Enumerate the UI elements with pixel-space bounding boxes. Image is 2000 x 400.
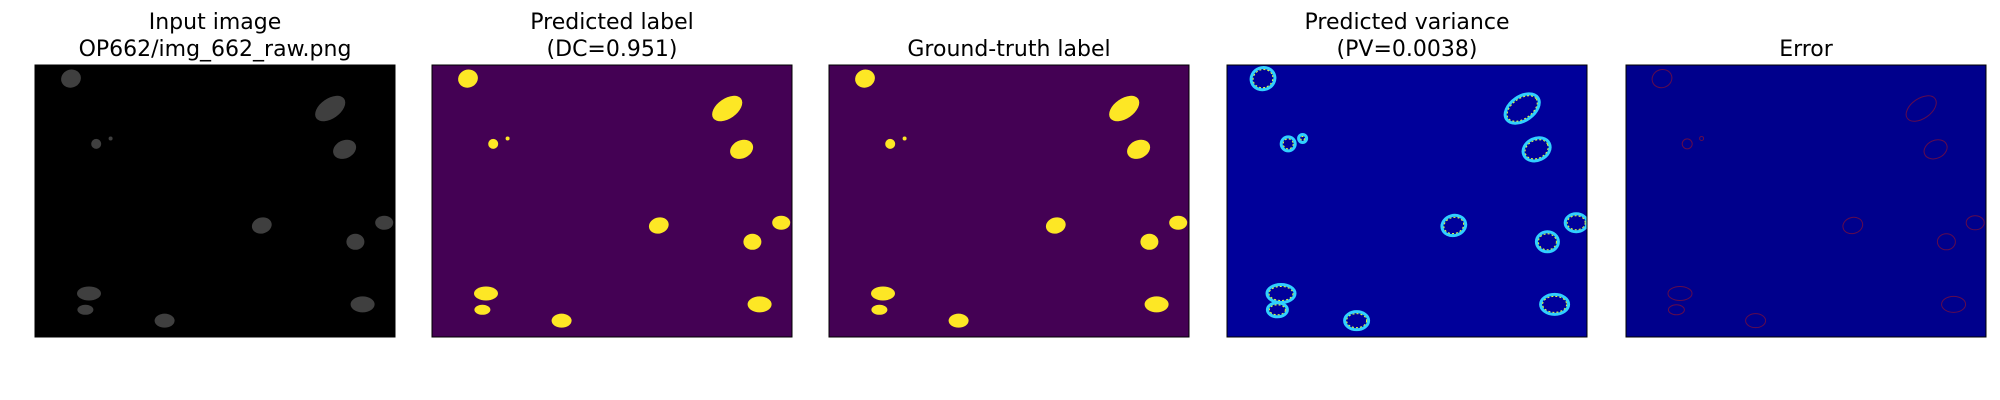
- panel-image: [1227, 65, 1587, 337]
- label-blob: [1169, 215, 1188, 230]
- label-blob: [871, 286, 895, 301]
- panel-frame: [1625, 64, 1987, 338]
- label-blob: [948, 313, 969, 328]
- label-blob: [772, 215, 791, 230]
- error-ring: [1842, 216, 1864, 235]
- variance-ring-inner: [1524, 139, 1549, 160]
- panel-title: Predicted variance: [1305, 10, 1510, 35]
- variance-ring: [1279, 135, 1297, 153]
- variance-ring-inner: [1537, 233, 1557, 251]
- label-blob: [855, 69, 875, 88]
- panel-frame: [1226, 64, 1588, 338]
- image-background: [1227, 65, 1587, 337]
- variance-ring: [1297, 132, 1309, 144]
- error-ring: [1936, 233, 1956, 251]
- variance-ring: [1265, 301, 1289, 319]
- nucleus: [154, 313, 175, 328]
- nucleus: [333, 139, 357, 159]
- variance-ring: [1521, 136, 1552, 163]
- nucleus: [77, 286, 101, 301]
- variance-ring-inner: [1506, 95, 1538, 122]
- nucleus: [315, 95, 346, 122]
- label-blob: [747, 296, 772, 313]
- variance-ring: [1440, 213, 1468, 238]
- label-blob: [648, 217, 669, 234]
- variance-ring: [1503, 92, 1541, 125]
- variance-ring-inner: [1542, 295, 1568, 313]
- nucleus: [91, 138, 102, 149]
- variance-ring-inner: [1443, 216, 1465, 235]
- label-blob: [474, 286, 498, 301]
- variance-ring-inner: [1566, 215, 1586, 231]
- label-blob: [885, 138, 896, 149]
- nucleus: [77, 304, 94, 315]
- label-blob: [712, 95, 743, 122]
- nucleus: [346, 233, 365, 250]
- panel-title: Input image: [149, 10, 281, 35]
- panel-image: [829, 65, 1189, 337]
- error-ring: [1681, 138, 1693, 150]
- nucleus: [61, 69, 81, 88]
- error-ring: [1667, 285, 1693, 301]
- variance-ring: [1249, 65, 1277, 92]
- panel-image: [432, 65, 792, 337]
- image-background: [1626, 65, 1986, 337]
- variance-ring-inner: [1268, 285, 1294, 301]
- error-ring: [1745, 313, 1767, 329]
- panel-title: Error: [1779, 37, 1834, 62]
- error-ring: [1905, 95, 1937, 122]
- variance-ring-inner: [1300, 135, 1306, 141]
- label-blob: [871, 304, 888, 315]
- error-ring: [1699, 135, 1705, 141]
- label-blob: [458, 69, 478, 88]
- error-ring: [1651, 68, 1673, 89]
- label-blob: [1127, 139, 1151, 159]
- variance-ring-inner: [1282, 138, 1294, 150]
- error-ring: [1965, 215, 1985, 231]
- panel-frame: [828, 64, 1190, 338]
- panel-frame: [431, 64, 793, 338]
- label-blob: [1140, 233, 1159, 250]
- variance-ring: [1563, 212, 1587, 234]
- error-ring: [1941, 295, 1967, 313]
- nucleus: [350, 296, 375, 313]
- label-blob: [743, 233, 762, 250]
- nucleus: [251, 217, 272, 234]
- label-blob: [1109, 95, 1140, 122]
- panel-title: (DC=0.951): [547, 37, 678, 62]
- panel-title: OP662/img_662_raw.png: [79, 37, 352, 62]
- label-blob: [505, 136, 510, 141]
- variance-ring: [1343, 310, 1371, 332]
- nucleus: [375, 215, 394, 230]
- label-blob: [551, 313, 572, 328]
- label-blob: [1144, 296, 1169, 313]
- error-ring: [1923, 139, 1948, 160]
- panel-frame: [34, 64, 396, 338]
- panel-title: Predicted label: [530, 10, 693, 35]
- panel-image: [1626, 65, 1986, 337]
- variance-ring: [1534, 230, 1560, 254]
- panel-image: [35, 65, 395, 337]
- variance-ring-inner: [1252, 68, 1274, 89]
- variance-ring-inner: [1268, 304, 1286, 316]
- panel-title: Ground-truth label: [907, 37, 1110, 62]
- label-blob: [1045, 217, 1066, 234]
- label-blob: [902, 136, 907, 141]
- label-blob: [488, 138, 499, 149]
- variance-ring: [1539, 292, 1571, 316]
- panel-title: (PV=0.0038): [1337, 37, 1478, 62]
- variance-ring-inner: [1346, 313, 1368, 329]
- error-ring: [1667, 304, 1685, 316]
- label-blob: [730, 139, 754, 159]
- label-blob: [474, 304, 491, 315]
- nucleus: [108, 136, 113, 141]
